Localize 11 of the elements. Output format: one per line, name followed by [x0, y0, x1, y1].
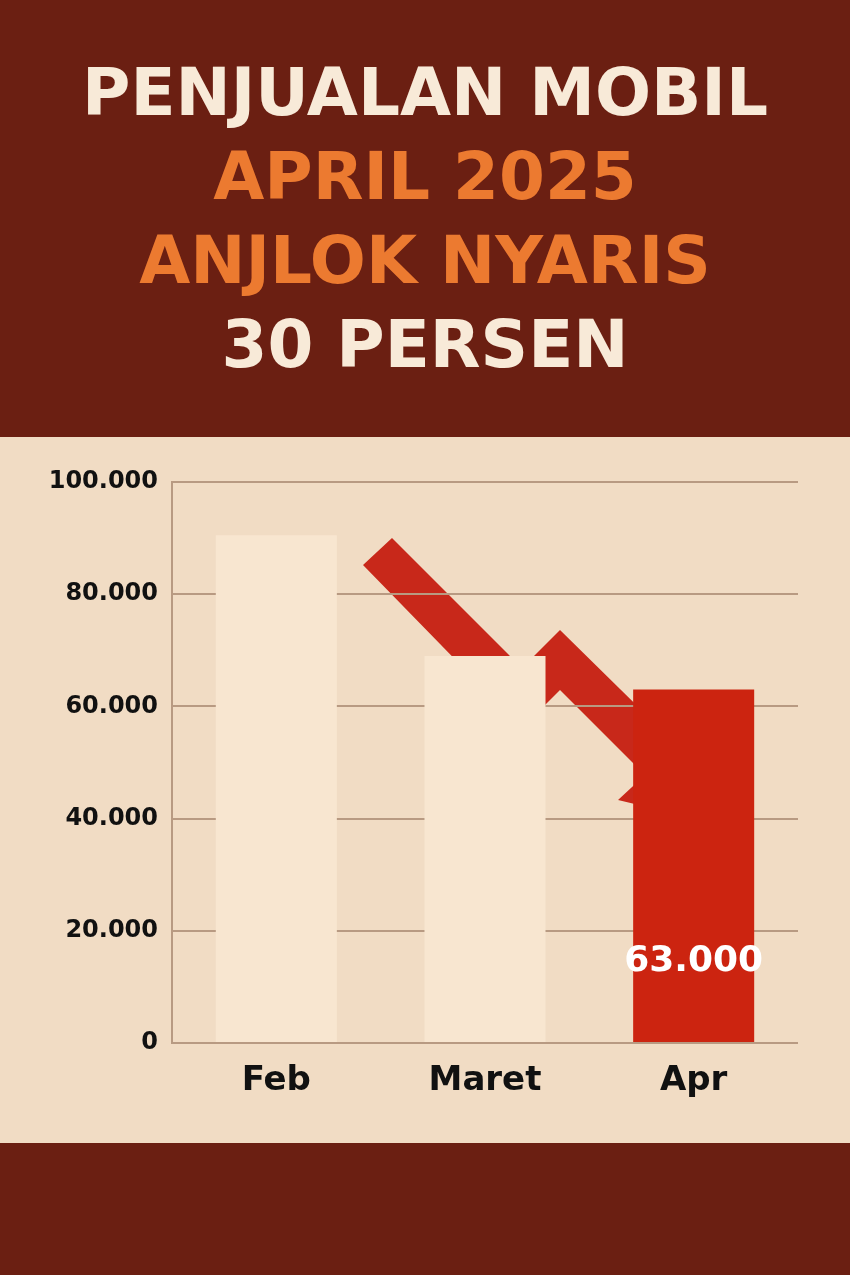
y-tick-label: 20.000 [65, 915, 158, 944]
bar [215, 535, 337, 1042]
y-tick-label: 80.000 [65, 578, 158, 607]
chart-title: PENJUALAN MOBIL APRIL 2025 ANJLOK NYARIS 30 PERSEN [82, 52, 768, 385]
y-tick-label: 40.000 [65, 802, 158, 831]
x-tick-label: Feb [241, 1058, 311, 1099]
y-tick-label: 60.000 [65, 690, 158, 719]
x-tick-label: Maret [428, 1058, 542, 1099]
y-tick-label: 100.000 [48, 466, 158, 495]
y-tick-label: 0 [141, 1027, 158, 1056]
x-tick-label: Apr [659, 1058, 728, 1099]
